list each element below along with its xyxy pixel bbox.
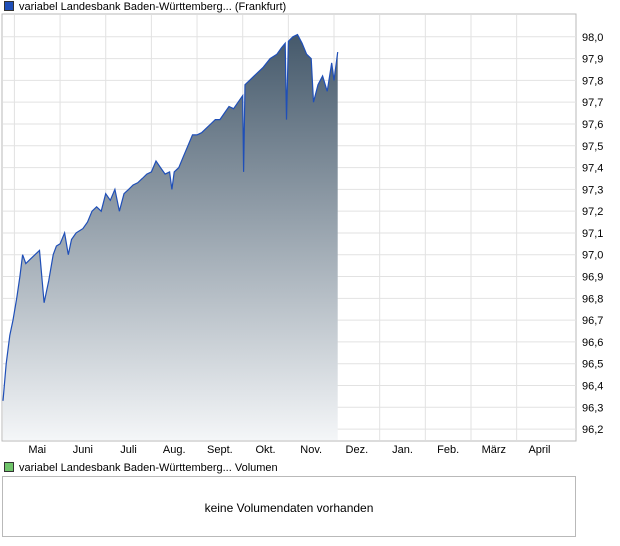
price-line (2, 33, 339, 401)
y-tick-label: 96,5 (582, 359, 603, 371)
x-tick-label: Sept. (207, 444, 233, 456)
y-tick-label: 97,8 (582, 75, 603, 87)
y-tick-label: 97,1 (582, 228, 603, 240)
y-tick-label: 97,2 (582, 206, 603, 218)
volume-empty-message: keine Volumendaten vorhanden (204, 501, 374, 515)
volume-legend-swatch (4, 462, 14, 472)
x-tick-label: Jan. (392, 444, 413, 456)
y-tick-label: 97,5 (582, 141, 603, 153)
x-tick-label: Dez. (346, 444, 369, 456)
x-tick-label: Feb. (437, 444, 459, 456)
price-legend-label: variabel Landesbank Baden-Württemberg...… (19, 1, 287, 13)
price-legend: variabel Landesbank Baden-Württemberg...… (4, 1, 286, 13)
y-axis-ticks: 96,2 96,3 96,4 96,5 96,6 96,7 96,8 96,9 97,0 97,1… (582, 32, 603, 436)
x-tick-label: Juli (120, 444, 137, 456)
x-tick-label: Mai (28, 444, 46, 456)
y-tick-label: 98,0 (582, 32, 603, 44)
y-tick-label: 96,9 (582, 272, 603, 284)
y-tick-label: 97,0 (582, 250, 603, 262)
volume-legend-label: variabel Landesbank Baden-Württemberg...… (19, 462, 278, 474)
y-tick-label: 96,4 (582, 381, 603, 393)
x-tick-label: Okt. (255, 444, 275, 456)
volume-panel: keine Volumendaten vorhanden (2, 476, 576, 537)
price-chart: 96,2 96,3 96,4 96,5 96,6 96,7 96,8 96,9 97,0 97,1… (1, 13, 603, 456)
x-tick-label: Nov. (300, 444, 322, 456)
x-tick-label: Aug. (163, 444, 186, 456)
x-tick-label: April (528, 444, 550, 456)
y-tick-label: 96,8 (582, 293, 603, 305)
y-tick-label: 96,3 (582, 402, 603, 414)
y-tick-label: 96,7 (582, 315, 603, 327)
y-tick-label: 97,6 (582, 119, 603, 131)
y-tick-label: 97,7 (582, 97, 603, 109)
y-tick-label: 97,9 (582, 54, 603, 66)
x-axis-ticks: Mai Juni Juli Aug. Sept. Okt. Nov. Dez. Jan. Feb.… (28, 444, 550, 456)
y-tick-label: 97,4 (582, 163, 603, 175)
price-area (3, 34, 338, 440)
x-tick-label: Juni (73, 444, 93, 456)
y-tick-label: 96,2 (582, 424, 603, 436)
x-tick-label: März (482, 444, 506, 456)
y-tick-label: 96,6 (582, 337, 603, 349)
price-legend-swatch (4, 1, 14, 11)
y-tick-label: 97,3 (582, 184, 603, 196)
volume-legend: variabel Landesbank Baden-Württemberg...… (4, 462, 278, 474)
